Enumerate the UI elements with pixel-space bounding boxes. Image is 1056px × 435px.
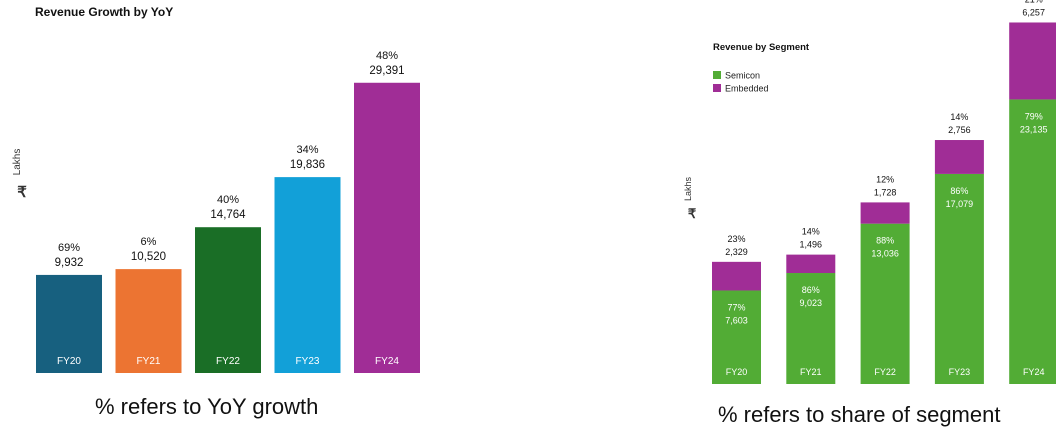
growth-label: 69% bbox=[58, 242, 80, 254]
embedded-value-label: 1,496 bbox=[800, 240, 823, 250]
bar-fy24 bbox=[354, 82, 420, 373]
caption-segment-share: % refers to share of segment bbox=[718, 402, 1001, 427]
embedded-share-label: 23% bbox=[727, 234, 745, 244]
embedded-value-label: 2,329 bbox=[725, 247, 748, 257]
bar-embedded-fy23 bbox=[934, 140, 984, 174]
embedded-share-label: 12% bbox=[876, 174, 894, 184]
semicon-share-label: 86% bbox=[950, 186, 968, 196]
bar-embedded-fy22 bbox=[860, 202, 910, 224]
growth-label: 34% bbox=[296, 144, 318, 156]
category-label: FY23 bbox=[949, 367, 971, 377]
bar-semicon-fy20 bbox=[712, 290, 761, 384]
bar-semicon-fy23 bbox=[934, 173, 984, 384]
embedded-share-label: 14% bbox=[802, 227, 820, 237]
category-label: FY24 bbox=[375, 356, 399, 367]
value-label: 19,836 bbox=[290, 159, 325, 171]
value-label: 9,932 bbox=[55, 257, 84, 269]
category-label: FY20 bbox=[726, 367, 748, 377]
category-label: FY24 bbox=[1023, 367, 1045, 377]
chart-title: Revenue Growth by YoY bbox=[35, 5, 173, 19]
category-label: FY22 bbox=[874, 367, 896, 377]
growth-label: 6% bbox=[141, 236, 157, 248]
growth-label: 48% bbox=[376, 50, 398, 62]
semicon-share-label: 86% bbox=[802, 285, 820, 295]
y-axis-currency: ₹ bbox=[688, 206, 697, 221]
category-label: FY21 bbox=[800, 367, 822, 377]
bar-fy23 bbox=[274, 177, 341, 373]
semicon-share-label: 88% bbox=[876, 236, 894, 246]
embedded-value-label: 6,257 bbox=[1022, 7, 1045, 17]
legend-label-semicon: Semicon bbox=[725, 71, 760, 81]
semicon-value-label: 17,079 bbox=[946, 199, 974, 209]
category-label: FY22 bbox=[216, 356, 240, 367]
value-label: 14,764 bbox=[210, 209, 246, 221]
bar-semicon-fy24 bbox=[1009, 99, 1056, 384]
semicon-share-label: 77% bbox=[727, 302, 745, 312]
semicon-share-label: 79% bbox=[1025, 111, 1043, 121]
bar-fy21 bbox=[115, 269, 182, 373]
embedded-value-label: 2,756 bbox=[948, 125, 971, 135]
embedded-share-label: 21% bbox=[1025, 0, 1043, 4]
bar-fy22 bbox=[195, 227, 261, 373]
category-label: FY20 bbox=[57, 356, 81, 367]
value-label: 10,520 bbox=[131, 251, 166, 263]
chart-title: Revenue by Segment bbox=[713, 42, 810, 53]
revenue-growth-chart: Revenue Growth by YoY ₹ Lakhs 69% 9,932 FY20 6… bbox=[12, 5, 420, 373]
bar-fy20 bbox=[36, 274, 102, 373]
embedded-share-label: 14% bbox=[950, 112, 968, 122]
bar-embedded-fy20 bbox=[712, 261, 761, 291]
embedded-value-label: 1,728 bbox=[874, 187, 897, 197]
category-label: FY21 bbox=[137, 356, 161, 367]
semicon-value-label: 23,135 bbox=[1020, 124, 1048, 134]
y-axis-label: Lakhs bbox=[683, 176, 693, 201]
bar-embedded-fy24 bbox=[1009, 22, 1056, 100]
caption-yoy-growth: % refers to YoY growth bbox=[95, 394, 319, 419]
semicon-value-label: 13,036 bbox=[871, 249, 899, 259]
y-axis-label: Lakhs bbox=[12, 149, 23, 176]
revenue-by-segment-chart: Revenue by Segment Semicon Embedded ₹ Lakhs 7… bbox=[683, 0, 1056, 384]
bar-semicon-fy21 bbox=[786, 273, 836, 384]
legend-swatch-embedded bbox=[713, 84, 721, 92]
bar-embedded-fy21 bbox=[786, 254, 836, 274]
category-label: FY23 bbox=[296, 356, 320, 367]
legend-label-embedded: Embedded bbox=[725, 84, 769, 94]
bar-semicon-fy22 bbox=[860, 223, 910, 384]
value-label: 29,391 bbox=[369, 65, 404, 77]
legend-swatch-semicon bbox=[713, 71, 721, 79]
growth-label: 40% bbox=[217, 194, 239, 206]
semicon-value-label: 7,603 bbox=[725, 315, 748, 325]
y-axis-currency: ₹ bbox=[17, 184, 27, 201]
semicon-value-label: 9,023 bbox=[800, 298, 823, 308]
